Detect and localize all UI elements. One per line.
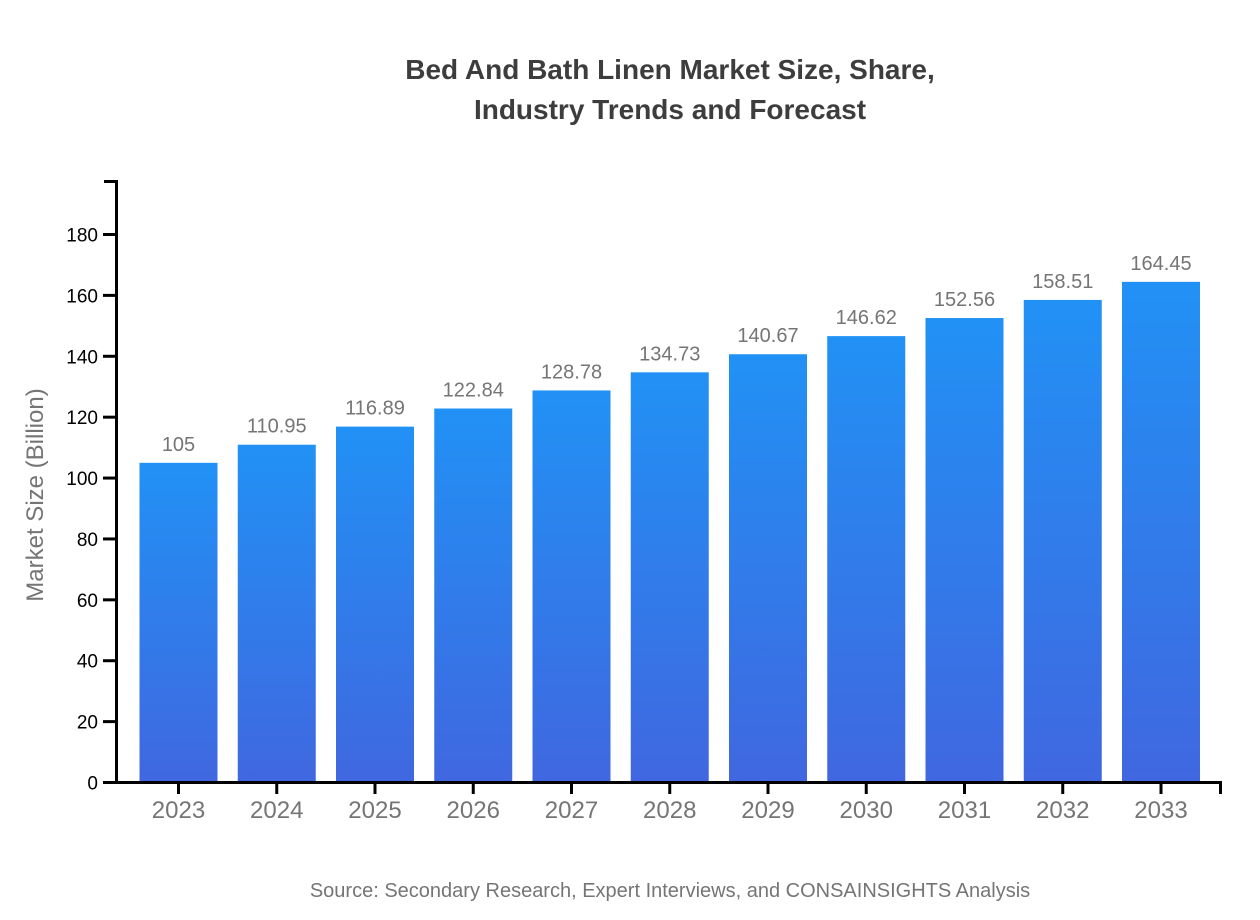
bar-2027 — [532, 390, 611, 783]
bar-2030 — [827, 336, 906, 783]
y-tick-label-0: 0 — [87, 774, 98, 795]
bar-value-label-2026: 122.84 — [443, 380, 504, 402]
x-tick-label-2030: 2030 — [840, 797, 893, 824]
bar-2025 — [336, 426, 414, 783]
x-tick-label-2031: 2031 — [938, 797, 991, 824]
y-tick-label-80: 80 — [77, 530, 98, 551]
bar-value-label-2028: 134.73 — [639, 343, 700, 365]
y-tick-label-40: 40 — [77, 652, 98, 673]
x-tick-label-2027: 2027 — [545, 797, 598, 824]
bar-2024 — [237, 444, 316, 783]
y-tick-label-140: 140 — [66, 347, 98, 368]
x-tick-label-2025: 2025 — [348, 797, 401, 824]
bar-2032 — [1023, 299, 1102, 783]
bar-value-label-2027: 128.78 — [541, 361, 602, 383]
x-tick-label-2028: 2028 — [643, 797, 696, 824]
bar-2023 — [139, 462, 218, 783]
y-tick-label-160: 160 — [66, 286, 98, 307]
bar-2028 — [630, 372, 709, 783]
bar-2033 — [1122, 281, 1200, 783]
x-tick-label-2024: 2024 — [250, 797, 303, 824]
bar-value-label-2033: 164.45 — [1130, 253, 1191, 275]
y-tick-label-100: 100 — [66, 469, 98, 490]
y-tick-label-180: 180 — [66, 226, 98, 247]
bar-2026 — [434, 408, 513, 783]
x-tick-label-2032: 2032 — [1036, 797, 1089, 824]
y-tick-label-20: 20 — [77, 713, 98, 734]
bar-value-label-2023: 105 — [162, 434, 195, 456]
y-tick-label-120: 120 — [66, 408, 98, 429]
chart-title-line2: Industry Trends and Forecast — [473, 94, 867, 125]
y-tick-label-60: 60 — [77, 591, 98, 612]
x-tick-label-2029: 2029 — [741, 797, 794, 824]
bar-value-label-2031: 152.56 — [934, 289, 995, 311]
bar-value-label-2030: 146.62 — [836, 307, 897, 329]
chart-title-line1: Bed And Bath Linen Market Size, Share, — [405, 54, 935, 85]
bar-value-label-2025: 116.89 — [345, 398, 405, 420]
x-tick-label-2033: 2033 — [1134, 797, 1187, 824]
bar-value-label-2029: 140.67 — [737, 325, 798, 347]
source-note: Source: Secondary Research, Expert Inter… — [309, 880, 1031, 902]
x-tick-label-2026: 2026 — [447, 797, 500, 824]
bar-value-label-2032: 158.51 — [1032, 271, 1093, 293]
bar-value-label-2024: 110.95 — [247, 416, 307, 438]
axis-spines — [115, 180, 1222, 784]
x-tick-label-2023: 2023 — [152, 797, 205, 824]
bar-2031 — [925, 318, 1004, 783]
bar-2029 — [729, 354, 807, 783]
chart-title: Bed And Bath Linen Market Size, Share, I… — [80, 50, 1260, 130]
